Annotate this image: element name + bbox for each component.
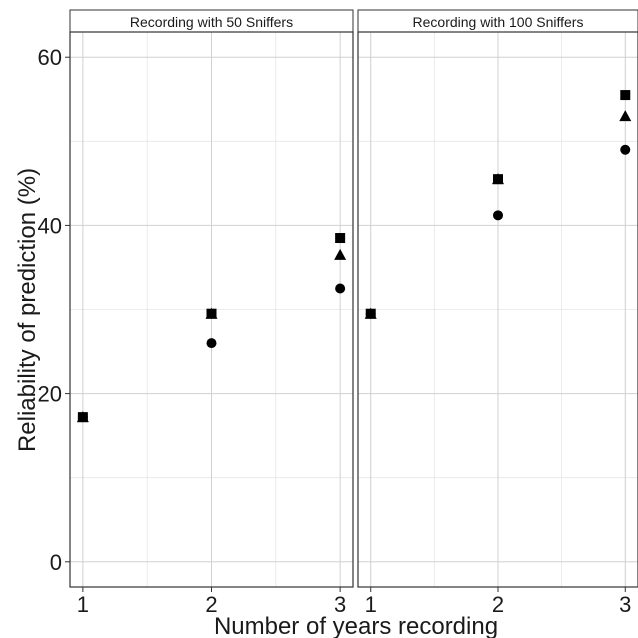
x-tick-label: 2: [205, 592, 217, 617]
x-tick-label: 2: [492, 592, 504, 617]
data-point-circle: [493, 210, 503, 221]
data-point-triangle: [619, 110, 632, 122]
data-point-circle: [77, 412, 88, 423]
data-point-triangle: [334, 248, 347, 260]
y-axis-title: Reliability of prediction (%): [14, 168, 41, 452]
data-point-circle: [335, 283, 346, 294]
panel-2: Recording with 100 Sniffers 1 2 3: [357, 9, 638, 617]
y-tick-label: 0: [50, 550, 62, 575]
x-tick-label: 3: [619, 592, 631, 617]
y-tick-label: 20: [38, 382, 62, 407]
strip-label: Recording with 50 Sniffers: [130, 14, 293, 30]
data-point-triangle: [205, 307, 218, 319]
x-tick-label: 1: [365, 592, 377, 617]
data-point-circle: [365, 308, 376, 319]
x-axis-title: Number of years recording: [214, 613, 498, 638]
y-tick-label: 60: [38, 45, 62, 70]
strip-label: Recording with 100 Sniffers: [413, 14, 584, 30]
y-tick-label: 40: [38, 213, 62, 238]
data-point-triangle: [492, 173, 504, 185]
panel-1: Recording with 50 Sniffers 1 2 3 0 20 40 60: [38, 9, 354, 617]
data-point-circle: [620, 144, 631, 155]
data-point-square: [335, 233, 346, 244]
x-tick-label: 3: [334, 592, 346, 617]
data-point-circle: [206, 338, 217, 349]
x-tick-label: 1: [77, 592, 89, 617]
data-point-square: [620, 90, 631, 101]
